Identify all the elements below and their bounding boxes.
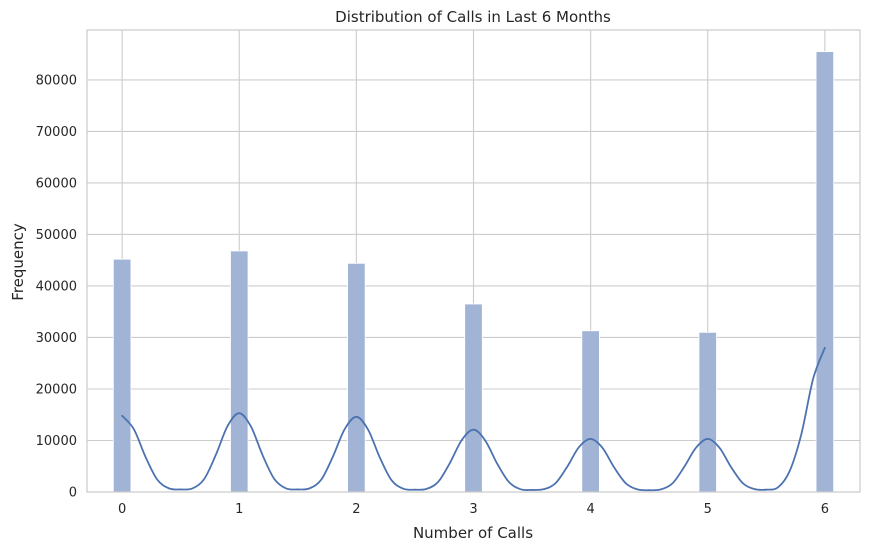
histogram-bar <box>815 51 835 493</box>
histogram-bar <box>581 330 600 493</box>
chart-title: Distribution of Calls in Last 6 Months <box>335 8 611 26</box>
histogram-bar <box>112 258 132 493</box>
y-tick-label: 10000 <box>36 434 77 449</box>
x-tick-label: 4 <box>586 502 594 517</box>
histogram-bar <box>464 303 483 493</box>
y-axis-title: Frequency <box>9 223 27 301</box>
y-tick-label: 80000 <box>36 73 77 88</box>
y-tick-label: 40000 <box>36 279 77 294</box>
x-axis-title: Number of Calls <box>413 524 533 542</box>
y-tick-label: 60000 <box>36 176 77 191</box>
histogram-bar <box>347 262 366 493</box>
histogram-bar <box>230 250 249 493</box>
y-tick-label: 50000 <box>36 228 77 243</box>
x-tick-label: 0 <box>118 502 126 517</box>
x-tick-label: 3 <box>469 502 477 517</box>
kde-line <box>121 346 826 492</box>
x-tick-label: 1 <box>235 502 243 517</box>
histogram-bar <box>698 331 717 493</box>
x-tick-label: 2 <box>352 502 360 517</box>
axes: 0 10000 20000 30000 40000 50000 60000 70000 8000… <box>36 29 861 517</box>
plot-frame <box>86 29 861 493</box>
y-tick-label: 70000 <box>36 125 77 140</box>
y-tick-label: 30000 <box>36 331 77 346</box>
bars <box>112 51 835 493</box>
x-tick-label: 6 <box>821 502 829 517</box>
kde-curve-group <box>121 346 826 492</box>
x-tick-label: 5 <box>704 502 712 517</box>
y-tick-label: 20000 <box>36 382 77 397</box>
y-tick-label: 0 <box>69 486 77 501</box>
